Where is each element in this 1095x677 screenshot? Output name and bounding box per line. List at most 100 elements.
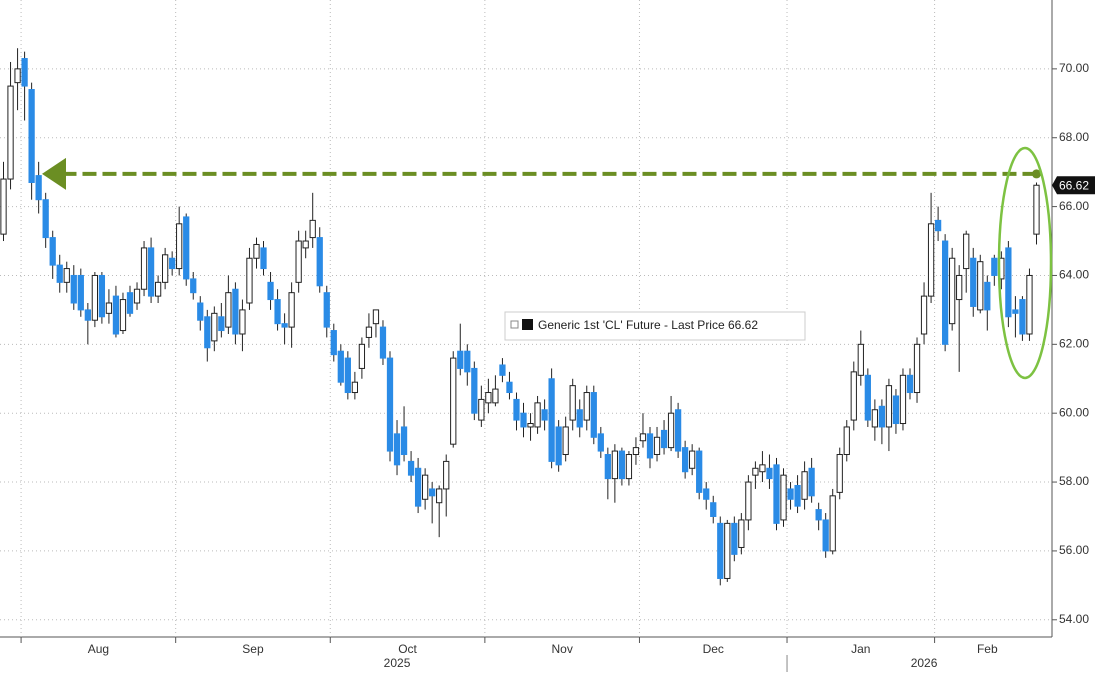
candle-body	[871, 409, 879, 428]
x-tick-label: Sep	[242, 642, 264, 656]
candle-body	[703, 488, 710, 500]
reference-dot	[1031, 169, 1041, 179]
candle-body	[176, 223, 183, 270]
candle-body	[274, 299, 281, 325]
candle-body	[934, 219, 942, 232]
candle-body	[590, 392, 597, 438]
candle-body	[773, 464, 780, 524]
candle-body	[429, 488, 436, 497]
candle-body	[724, 522, 731, 579]
legend-swatch	[522, 319, 533, 330]
candle-body	[970, 257, 977, 307]
candle-body	[829, 495, 836, 552]
candle-body	[506, 381, 513, 394]
candle-body	[569, 385, 576, 421]
candle-body	[281, 323, 288, 328]
candle-body	[56, 264, 63, 283]
candle-body	[49, 237, 56, 266]
candle-body	[492, 388, 499, 404]
candle-body	[787, 488, 794, 500]
candle-body	[815, 509, 822, 521]
candle-body	[0, 178, 7, 235]
candle-body	[913, 343, 921, 394]
legend-box	[504, 311, 806, 341]
y-tick-label: 60.00	[1059, 405, 1089, 419]
candle-body	[843, 426, 850, 456]
y-tick-label: 66.00	[1059, 199, 1089, 213]
candle-body	[225, 292, 232, 328]
candle-body	[246, 257, 253, 304]
candle-body	[696, 450, 703, 493]
candle-body	[260, 247, 267, 270]
y-tick-label: 56.00	[1059, 543, 1089, 557]
candle-body	[330, 330, 337, 356]
candle-body	[878, 405, 886, 428]
candle-body	[162, 254, 169, 283]
candle-body	[393, 433, 401, 466]
candle-body	[618, 450, 626, 480]
candle-body	[808, 467, 815, 497]
candle-body	[232, 288, 239, 335]
candle-body	[119, 299, 127, 332]
candle-body	[548, 378, 555, 462]
year-label: 2025	[384, 656, 411, 670]
candle-body	[302, 240, 309, 249]
candle-body	[112, 295, 120, 335]
candle-body	[351, 381, 359, 394]
candle-body	[822, 519, 829, 552]
candle-body	[1026, 274, 1033, 335]
candle-body	[752, 467, 759, 476]
y-tick-label: 62.00	[1059, 336, 1089, 350]
candle-body	[520, 412, 527, 428]
candle-body	[927, 223, 935, 297]
candle-body	[977, 261, 984, 311]
x-tick-label: Oct	[398, 642, 417, 656]
candle-body	[450, 357, 457, 445]
candle-body	[963, 233, 970, 270]
candle-body	[204, 316, 211, 349]
candle-body	[682, 447, 689, 473]
candle-body	[864, 374, 871, 421]
candle-body	[632, 447, 640, 456]
candle-body	[218, 316, 225, 332]
year-label: 2026	[911, 656, 938, 670]
candle-body	[597, 433, 604, 452]
candle-body	[42, 199, 49, 239]
candle-body	[991, 257, 998, 276]
y-tick-label: 64.00	[1059, 268, 1089, 282]
candle-body	[337, 350, 344, 383]
candle-body	[63, 268, 70, 283]
candle-body	[899, 374, 907, 425]
candle-body	[28, 89, 35, 183]
candle-body	[689, 450, 696, 469]
candle-body	[309, 219, 316, 239]
candle-body	[14, 68, 21, 84]
candle-body	[836, 454, 843, 493]
candle-body	[745, 481, 752, 521]
candle-body	[91, 274, 98, 321]
candle-body	[534, 402, 541, 428]
candle-body	[358, 343, 366, 369]
legend-label: Generic 1st 'CL' Future - Last Price 66.…	[538, 318, 758, 332]
candle-body	[710, 502, 717, 517]
candle-body	[478, 398, 485, 421]
candle-body	[583, 392, 590, 421]
candle-body	[407, 460, 415, 476]
candle-body	[759, 464, 766, 473]
legend-expand	[510, 320, 519, 329]
y-tick-label: 68.00	[1059, 130, 1089, 144]
overlay: 66.62 Generic 1st 'CL' Future - Last Pric…	[42, 146, 1095, 380]
candle-body	[541, 409, 548, 421]
candle-body	[379, 326, 387, 359]
candle-body	[920, 295, 928, 335]
candle-body	[443, 460, 450, 490]
candle-body	[625, 454, 633, 480]
candle-body	[857, 343, 864, 376]
candle-body	[738, 519, 745, 548]
candle-body	[372, 309, 380, 325]
candle-body	[942, 240, 949, 345]
candle-body	[766, 467, 773, 480]
candle-body	[646, 433, 654, 459]
candle-body	[35, 175, 42, 201]
